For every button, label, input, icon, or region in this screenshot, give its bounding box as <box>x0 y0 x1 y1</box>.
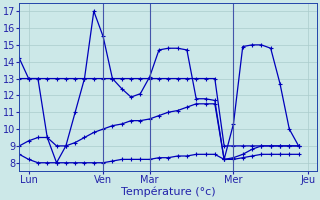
X-axis label: Température (°c): Température (°c) <box>121 187 216 197</box>
